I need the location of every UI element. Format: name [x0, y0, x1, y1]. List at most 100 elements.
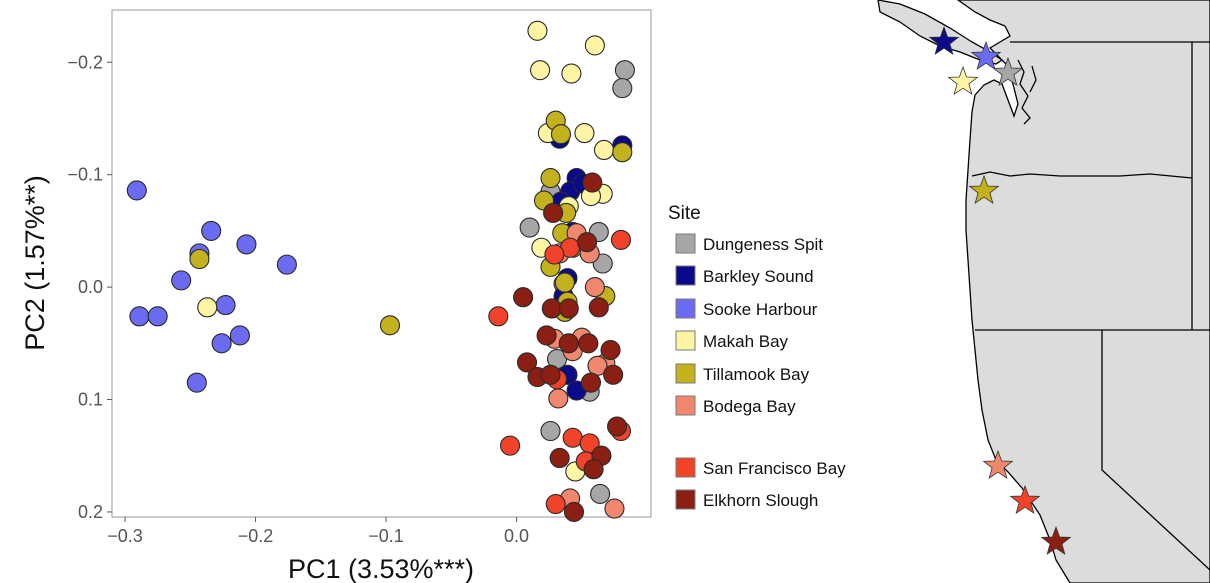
data-point-dungeness-spit — [540, 420, 561, 442]
data-point-dungeness-spit — [614, 60, 635, 81]
map-star-bodega-bay — [982, 449, 1014, 480]
legend-label: Dungeness Spit — [703, 235, 823, 254]
data-point-dungeness-spit — [519, 217, 540, 238]
map-puget-sound — [1017, 59, 1037, 125]
data-point-tillamook-bay — [612, 142, 633, 163]
x-axis: −0.3 −0.2 −0.1 0.0 — [107, 517, 529, 546]
x-tick-label: −0.3 — [107, 526, 143, 546]
data-point-dungeness-spit — [612, 78, 633, 99]
data-point-sooke-harbour — [215, 295, 236, 316]
map-star-makah-bay — [947, 65, 979, 96]
data-point-elkhorn-slough — [580, 372, 602, 393]
map-panel — [877, 0, 1210, 583]
data-point-bodega-bay — [604, 498, 625, 519]
data-point-sooke-harbour — [229, 325, 250, 346]
y-tick-label: 0.1 — [78, 390, 103, 410]
data-point-makah-bay — [561, 63, 582, 84]
data-point-tillamook-bay — [540, 168, 561, 189]
data-point-san-francisco-bay — [562, 427, 583, 448]
data-point-elkhorn-slough — [516, 352, 538, 373]
data-point-bodega-bay — [548, 388, 569, 409]
data-point-elkhorn-slough — [583, 459, 604, 480]
data-point-makah-bay — [197, 297, 218, 318]
data-point-sooke-harbour — [129, 306, 150, 327]
map-state-borders — [971, 41, 1210, 571]
data-point-sooke-harbour — [126, 180, 147, 201]
x-tick-label: −0.2 — [238, 526, 274, 546]
legend-label: Sooke Harbour — [703, 300, 818, 319]
data-point-tillamook-bay — [550, 124, 571, 145]
y-tick-label: −0.2 — [67, 52, 103, 72]
data-point-elkhorn-slough — [536, 325, 557, 346]
map-star-dungeness-spit — [992, 56, 1024, 87]
data-point-makah-bay — [527, 20, 548, 41]
data-point-elkhorn-slough — [603, 364, 624, 385]
y-tick-label: 0.0 — [78, 277, 103, 297]
legend-swatch-bodega-bay — [675, 395, 696, 416]
data-point-elkhorn-slough — [541, 298, 562, 319]
legend-label: Elkhorn Slough — [703, 491, 818, 510]
map-vancouver-island — [877, 0, 1004, 65]
data-point-makah-bay — [593, 139, 615, 161]
data-point-elkhorn-slough — [582, 172, 603, 193]
data-point-elkhorn-slough — [513, 287, 534, 308]
data-point-sooke-harbour — [236, 234, 257, 255]
data-point-elkhorn-slough — [558, 333, 579, 354]
legend-title: Site — [668, 203, 701, 224]
legend-label: Bodega Bay — [703, 397, 796, 416]
legend-label: San Francisco Bay — [703, 459, 846, 478]
data-point-sooke-harbour — [276, 254, 297, 275]
data-point-makah-bay — [574, 123, 595, 144]
legend-swatch-barkley-sound — [675, 265, 696, 286]
scatter-panel: −0.3 −0.2 −0.1 0.0 −0.2 −0.1 0.0 0.1 0.2 PC1 (3… — [20, 9, 652, 583]
data-point-san-francisco-bay — [610, 229, 632, 250]
data-point-san-francisco-bay — [544, 244, 565, 265]
data-points — [126, 20, 635, 522]
y-tick-label: −0.1 — [67, 165, 103, 185]
data-point-elkhorn-slough — [540, 364, 561, 385]
data-point-makah-bay — [530, 60, 551, 81]
legend-swatch-dungeness-spit — [675, 233, 696, 254]
data-point-elkhorn-slough — [577, 232, 598, 253]
data-point-sooke-harbour — [147, 306, 168, 327]
legend-label: Barkley Sound — [703, 267, 814, 286]
data-point-elkhorn-slough — [558, 298, 579, 319]
data-point-sooke-harbour — [201, 220, 222, 241]
data-point-makah-bay — [584, 35, 605, 56]
data-point-tillamook-bay — [379, 315, 401, 336]
legend-label: Makah Bay — [703, 332, 789, 351]
data-point-sooke-harbour — [171, 270, 192, 291]
legend-swatch-tillamook-bay — [675, 363, 696, 384]
data-point-elkhorn-slough — [607, 416, 628, 437]
data-point-elkhorn-slough — [549, 447, 570, 469]
data-point-tillamook-bay — [554, 272, 575, 293]
legend-swatch-elkhorn-slough — [675, 489, 696, 510]
y-tick-label: 0.2 — [78, 502, 103, 522]
data-point-elkhorn-slough — [600, 340, 621, 361]
data-point-dungeness-spit — [590, 483, 611, 505]
x-tick-label: −0.1 — [368, 526, 404, 546]
legend-items: Dungeness Spit Barkley Sound Sooke Harbour… — [675, 233, 846, 510]
legend-swatch-san-francisco-bay — [675, 457, 696, 478]
data-point-tillamook-bay — [189, 248, 210, 270]
data-point-elkhorn-slough — [578, 333, 599, 354]
map-star-sooke-harbour — [970, 40, 1002, 71]
data-point-san-francisco-bay — [488, 306, 509, 327]
legend-swatch-sooke-harbour — [675, 298, 696, 319]
map-star-elkhorn-slough — [1040, 525, 1072, 556]
data-point-sooke-harbour — [211, 333, 232, 354]
data-point-san-francisco-bay — [500, 435, 521, 456]
map-star-tillamook-bay — [968, 174, 1000, 205]
legend-label: Tillamook Bay — [703, 365, 810, 384]
data-point-elkhorn-slough — [563, 501, 585, 522]
data-point-sooke-harbour — [186, 372, 207, 393]
y-axis: −0.2 −0.1 0.0 0.1 0.2 — [67, 52, 112, 522]
legend-swatch-makah-bay — [675, 330, 696, 351]
x-tick-label: 0.0 — [504, 526, 529, 546]
legend: Site Dungeness Spit Barkley Sound Sooke Ha… — [668, 203, 846, 510]
data-point-san-francisco-bay — [545, 494, 566, 515]
map-star-barkley-sound — [928, 25, 960, 56]
map-site-markers — [928, 25, 1072, 556]
data-point-elkhorn-slough — [588, 297, 609, 318]
